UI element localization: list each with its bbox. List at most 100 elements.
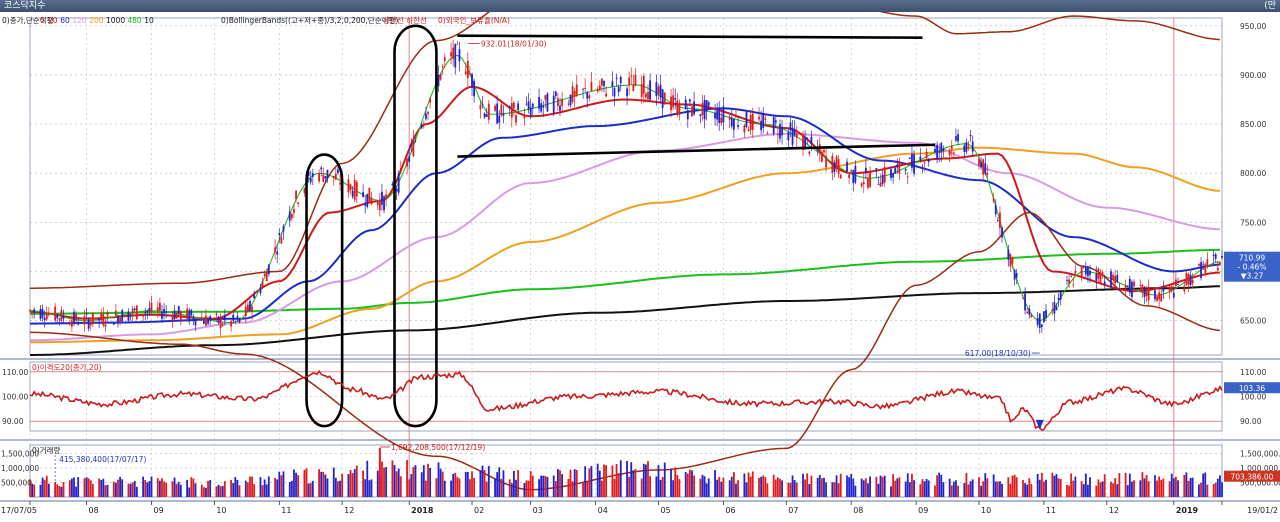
candle-body [846,161,848,172]
candle-body [1114,276,1117,284]
volume-bar [670,469,672,497]
volume-bar [165,482,168,497]
x-tick-label: 06 [725,506,735,515]
volume-bar [200,484,203,497]
candle-body [349,184,352,191]
candle-body [645,93,647,98]
candle-body [718,109,721,124]
candle-body [274,247,277,252]
candle-body [839,174,842,179]
volume-bar [1170,473,1173,497]
candle-body [471,73,473,88]
volume-bar [502,470,505,497]
candle-body [705,100,708,112]
disparity-y-tick: 110.00 [1240,368,1266,377]
volume-bar [188,487,191,497]
candle-body [469,73,471,75]
volume-bar [649,476,651,497]
candle-body [131,308,134,314]
volume-bar [1221,482,1223,497]
volume-bar [934,485,936,497]
candle-body [601,78,603,86]
candle-body [508,106,511,109]
volume-bar [45,475,48,497]
volume-bar [142,476,145,497]
candle-body [427,111,429,114]
x-tick-label: 08 [89,506,99,515]
candle-body [1103,281,1106,284]
candle-body [531,103,534,108]
volume-bar [573,469,576,497]
volume-bar [454,472,457,497]
volume-bar [787,482,790,497]
volume-bar [435,478,438,497]
x-tick-label: 09 [154,506,164,515]
candle-body [1212,254,1215,256]
stock-chart[interactable]: 650.00700.00750.00800.00850.00900.00950.… [0,12,1280,522]
volume-bar [385,467,388,497]
volume-bar [582,481,584,497]
disparity-left-tick: 90.00 [2,417,24,426]
candle-body [186,308,189,319]
volume-bar [205,487,207,497]
candle-body [303,188,306,193]
candle-body [91,312,94,325]
trendline [457,143,936,158]
volume-bar [1187,480,1190,497]
candle-body [772,117,775,134]
volume-bar [714,470,716,497]
candle-body [464,71,467,75]
candle-body [848,174,851,179]
candle-body [1087,266,1089,277]
candle-body [906,176,909,178]
volume-bar [466,471,469,497]
volume-bar [1200,482,1202,497]
volume-bar [554,480,557,497]
disparity-left-tick: 100.00 [2,393,28,402]
volume-bar [1133,480,1135,497]
ma20-line [29,85,1220,320]
candle-body [986,173,989,175]
x-tick-label: 12 [344,506,354,515]
candle-body [1022,297,1024,299]
candle-body [251,306,253,312]
candle-body [443,57,446,62]
volume-bar [942,482,945,497]
candle-body [820,151,823,162]
volume-bar [114,482,117,497]
candle-body [205,315,207,326]
volume-bar [701,474,704,497]
disparity-line [29,369,1223,432]
window-titlebar: 코스닥지수 (만 [0,0,1280,12]
candle-body [1168,286,1171,292]
candle-body [190,309,193,316]
candle-body [1024,293,1026,311]
candle-body [795,133,798,138]
volume-bar [85,477,88,497]
volume-bar [529,471,532,497]
candle-body [1214,254,1217,259]
candle-body [75,314,77,321]
bollinger-upper-line [30,12,1220,289]
volume-bar [645,464,647,497]
candle-body [999,212,1001,229]
volume-bar [370,479,373,497]
candle-body [613,88,616,97]
candle-body [776,133,779,135]
volume-bar [925,478,928,497]
volume-bar [1143,478,1146,497]
candle-body [133,308,136,311]
candle-body [98,318,101,321]
candle-body [661,89,664,108]
volume-bar [221,486,224,497]
candle-body [425,113,427,119]
candle-body [1198,263,1200,266]
volume-bar [883,475,886,497]
candle-body [862,182,865,184]
candle-body [896,164,899,168]
volume-bar [567,478,570,497]
candle-body [588,95,591,99]
candle-body [135,305,138,320]
candle-body [596,88,599,92]
volume-bar [190,477,193,497]
